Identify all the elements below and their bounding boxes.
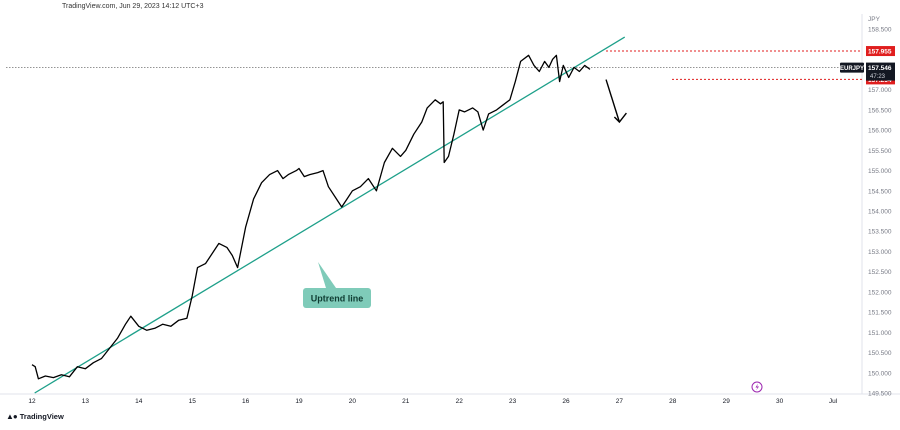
y-tick-label: 154.500: [868, 188, 892, 195]
x-tick-label: 13: [82, 398, 90, 405]
header-datetime: Jun 29, 2023 14:12 UTC+3: [119, 3, 204, 10]
x-tick-label: 30: [776, 398, 784, 405]
x-tick-label: 28: [669, 398, 677, 405]
symbol-label: EURJPY: [840, 66, 864, 72]
callout-pointer: [318, 262, 336, 288]
x-tick-label: 19: [295, 398, 303, 405]
y-tick-label: 152.500: [868, 269, 892, 276]
x-tick-label: 23: [509, 398, 517, 405]
header-source: TradingView.com: [62, 3, 116, 10]
y-tick-label: 157.000: [868, 87, 892, 94]
countdown-label: 47:23: [870, 74, 886, 80]
x-tick-label: 16: [242, 398, 250, 405]
x-tick-label: 14: [135, 398, 143, 405]
x-tick-label: 22: [456, 398, 464, 405]
x-tick-label: 12: [28, 398, 36, 405]
brand-logo[interactable]: ▲● TradingView: [6, 412, 64, 421]
down-arrow-head: [613, 112, 627, 124]
x-tick-label: 26: [562, 398, 570, 405]
y-tick-label: 149.500: [868, 391, 892, 398]
level-price-badge: [866, 46, 895, 57]
grid-layer: [0, 14, 900, 395]
uptrend-line: [34, 36, 626, 394]
price-series-line: [31, 54, 591, 380]
y-tick-label: 150.000: [868, 370, 892, 377]
chart-header: TradingView.com, Jun 29, 2023 14:12 UTC+…: [62, 3, 204, 10]
series-layer: [31, 54, 591, 380]
x-tick-label: 27: [616, 398, 624, 405]
symbol-badge: [840, 62, 864, 73]
y-tick-label: 151.500: [868, 310, 892, 317]
y-tick-label: 151.000: [868, 330, 892, 337]
time-axis[interactable]: 12 13 14 15 16 19 20 21 22 23 26 27 28 29 30 Jul: [28, 398, 837, 405]
currency-label: JPY: [868, 16, 881, 23]
current-price-badge: [866, 62, 895, 81]
y-tick-label: 156.500: [868, 107, 892, 114]
x-tick-label: 20: [349, 398, 357, 405]
x-tick-label: 29: [723, 398, 731, 405]
y-tick-label: 154.000: [868, 209, 892, 216]
trendline-layer: [34, 36, 626, 394]
lightning-icon: [751, 381, 763, 393]
annotation-layer: Uptrend line: [303, 79, 763, 393]
x-tick-label: 21: [402, 398, 410, 405]
current-price-label: 157.546: [868, 65, 892, 72]
y-tick-label: 152.000: [868, 289, 892, 296]
horizontal-levels: [6, 50, 862, 80]
brand-name: TradingView: [19, 412, 64, 421]
y-tick-label: 153.000: [868, 249, 892, 256]
x-tick-label: Jul: [829, 398, 838, 405]
down-arrow-icon: [605, 79, 621, 123]
y-tick-label: 155.500: [868, 148, 892, 155]
x-tick-label: 15: [189, 398, 197, 405]
price-axis[interactable]: JPY158.500157.500157.000156.500156.00015…: [868, 16, 892, 398]
callout-label: Uptrend line: [311, 294, 364, 304]
y-tick-label: 150.500: [868, 350, 892, 357]
tradingview-logo-icon: ▲●: [6, 412, 18, 421]
y-tick-label: 158.500: [868, 27, 892, 34]
y-tick-label: 156.000: [868, 128, 892, 135]
callout-box: [303, 288, 371, 308]
lightning-bolt: [755, 383, 759, 391]
y-tick-label: 153.500: [868, 229, 892, 236]
y-tick-label: 155.000: [868, 168, 892, 175]
level-price-label: 157.955: [868, 49, 892, 56]
